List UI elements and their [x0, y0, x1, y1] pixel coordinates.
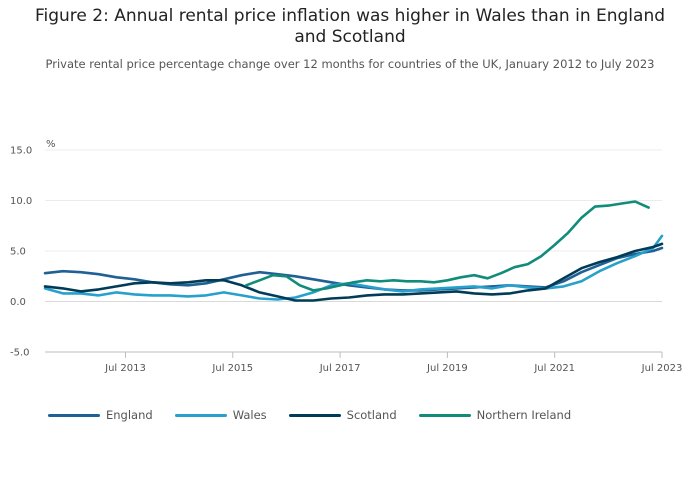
legend-label: Northern Ireland	[476, 408, 572, 422]
series-lines	[43, 200, 664, 302]
legend-label: England	[106, 408, 153, 422]
legend-item-wales[interactable]: Wales	[174, 408, 267, 422]
y-tick-label: 5.0	[10, 247, 26, 258]
legend-label: Scotland	[346, 408, 397, 422]
line-chart: 15.010.05.00.0-5.0 Jul 2013 Jul 2015 Jul 2…	[10, 139, 682, 374]
x-tick-label: Jul 2023	[641, 363, 683, 374]
legend-swatch	[418, 413, 471, 417]
y-tick-label: -5.0	[10, 348, 30, 359]
legend: England Wales Scotland Northern Ireland	[48, 408, 593, 422]
y-tick-label: 0.0	[10, 297, 26, 308]
x-tick-label: Jul 2017	[319, 363, 361, 374]
gridlines	[45, 149, 662, 353]
legend-label: Wales	[232, 408, 267, 422]
legend-item-england[interactable]: England	[48, 408, 153, 422]
legend-item-scotland[interactable]: Scotland	[288, 408, 397, 422]
y-axis-label: %	[46, 139, 56, 150]
series-line-scotland[interactable]	[43, 242, 664, 302]
legend-swatch	[288, 413, 341, 417]
x-tick-label: Jul 2015	[211, 363, 253, 374]
x-axis: Jul 2013 Jul 2015 Jul 2017 Jul 2019 Jul 2021…	[104, 352, 682, 374]
series-line-wales[interactable]	[43, 234, 664, 301]
legend-item-northern-ireland[interactable]: Northern Ireland	[418, 408, 572, 422]
x-tick-label: Jul 2013	[104, 363, 146, 374]
legend-swatch	[174, 413, 227, 417]
x-tick-label: Jul 2019	[426, 363, 468, 374]
x-tick-label: Jul 2021	[533, 363, 575, 374]
chart-subtitle: Private rental price percentage change o…	[45, 57, 655, 71]
y-tick-label: 10.0	[10, 196, 32, 207]
legend-swatch	[48, 413, 100, 417]
series-line-northern-ireland[interactable]	[244, 200, 650, 292]
y-axis: 15.0 10.0 5.0 0.0 -5.0	[10, 146, 32, 359]
chart-title: Figure 2: Annual rental price inflation …	[34, 6, 666, 47]
y-tick-label: 15.0	[10, 146, 32, 157]
